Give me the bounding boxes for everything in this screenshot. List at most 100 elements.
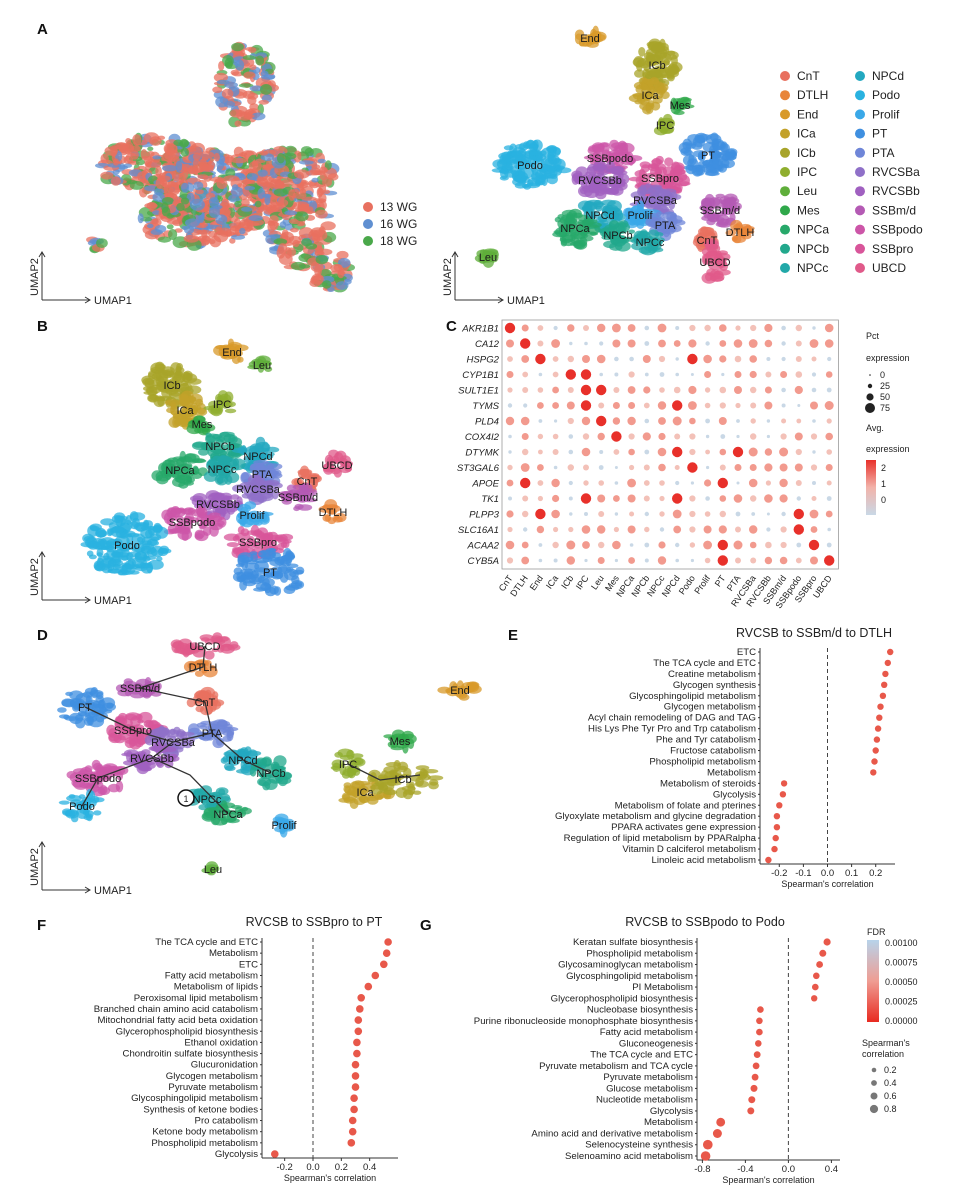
dotplot-dot bbox=[795, 340, 802, 347]
term-label: Fatty acid metabolism bbox=[600, 1027, 693, 1038]
dotplot-dot bbox=[764, 339, 773, 348]
cluster-label: PT bbox=[701, 150, 715, 162]
dotplot-dot bbox=[809, 509, 819, 519]
term-label: PI Metabolism bbox=[632, 982, 693, 993]
umap-cell bbox=[651, 159, 663, 165]
cluster-tick-label: ICb bbox=[559, 573, 575, 590]
umap-cell bbox=[97, 538, 107, 546]
dotplot-dot bbox=[748, 478, 758, 488]
umap-cell bbox=[294, 169, 310, 179]
cluster-label: PT bbox=[78, 702, 92, 714]
term-label: Nucleotide metabolism bbox=[596, 1095, 693, 1106]
term-label: Glucose metabolism bbox=[606, 1083, 693, 1094]
dotplot-dot bbox=[644, 449, 650, 455]
corr-dot bbox=[350, 1094, 358, 1102]
x-tick-label: 0.1 bbox=[845, 868, 858, 879]
dotplot-dot bbox=[612, 323, 621, 333]
cluster-label: RVCSBb bbox=[196, 499, 240, 511]
dotplot-dot bbox=[551, 478, 560, 488]
dotplot-dot bbox=[627, 324, 636, 332]
dotplot-dot bbox=[826, 542, 832, 548]
umap-cell bbox=[574, 33, 583, 45]
term-label: Purine ribonucleoside monophosphate bios… bbox=[474, 1016, 693, 1027]
legend-cluster-label: NPCb bbox=[797, 242, 829, 256]
term-label: Mitochondrial fatty acid beta oxidation bbox=[97, 1015, 258, 1026]
dotplot-dot bbox=[568, 449, 574, 455]
dotplot-dot bbox=[538, 372, 543, 377]
cluster-label: Prolif bbox=[627, 210, 653, 222]
panel-title: RVCSB to SSBpro to PT bbox=[246, 915, 383, 929]
legend-avg-title-2: expression bbox=[866, 444, 910, 454]
corr-dot bbox=[354, 1016, 363, 1024]
umap-cell bbox=[242, 168, 258, 174]
umap-cell bbox=[269, 149, 284, 155]
cluster-tick-label: IPC bbox=[574, 573, 591, 591]
corr-dot bbox=[771, 845, 778, 853]
corr-dot bbox=[870, 769, 877, 776]
umap-cell bbox=[202, 164, 215, 171]
dotplot-dot bbox=[705, 449, 710, 455]
cluster-label: UBCD bbox=[699, 257, 730, 269]
umap-cell bbox=[126, 552, 134, 562]
umap-cell bbox=[199, 634, 214, 641]
legend-cluster-label: NPCa bbox=[797, 223, 829, 237]
dotplot-dot bbox=[613, 526, 620, 533]
umap-cell bbox=[149, 136, 162, 146]
umap1-label: UMAP1 bbox=[94, 295, 132, 307]
umap-cell bbox=[180, 380, 189, 387]
corr-dot bbox=[348, 1116, 357, 1125]
umap-cell bbox=[261, 164, 276, 169]
umap-cell bbox=[651, 43, 660, 53]
umap-cell bbox=[597, 213, 608, 223]
umap-cell bbox=[580, 180, 588, 190]
umap-cell bbox=[682, 138, 692, 151]
dotplot-dot bbox=[657, 556, 667, 565]
umap-cell bbox=[295, 211, 309, 222]
dotplot-dot bbox=[538, 558, 543, 563]
umap-cell bbox=[715, 193, 725, 199]
umap-cell bbox=[213, 152, 220, 162]
term-label: Nucleobase biosynthesis bbox=[587, 1005, 693, 1016]
umap-cell bbox=[609, 242, 623, 251]
cluster-label: DTLH bbox=[726, 227, 755, 239]
cluster-label: Mes bbox=[670, 100, 691, 112]
dotplot-dot bbox=[644, 372, 649, 377]
dotplot-dot bbox=[765, 541, 772, 549]
dotplot-dot bbox=[552, 386, 559, 394]
umap-cell bbox=[146, 151, 155, 157]
cluster-label: NPCa bbox=[560, 223, 590, 235]
dotplot-dot bbox=[612, 402, 620, 409]
umap-cell bbox=[298, 160, 314, 165]
umap-cell bbox=[110, 526, 125, 534]
dotplot-dot bbox=[749, 355, 757, 363]
dotplot-dot bbox=[537, 340, 544, 347]
umap-cell bbox=[713, 145, 722, 151]
dotplot-dot bbox=[735, 511, 741, 517]
cluster-label: Mes bbox=[192, 419, 213, 431]
umap-cell bbox=[152, 155, 162, 160]
term-label: Chondroitin sulfate biosynthesis bbox=[123, 1049, 259, 1060]
umap-cell bbox=[518, 167, 535, 179]
legend-cluster-label: NPCd bbox=[872, 69, 904, 83]
corr-dot bbox=[773, 813, 781, 820]
cluster-label: NPCd bbox=[228, 755, 257, 767]
umap-cell bbox=[657, 199, 672, 207]
umap-cell bbox=[157, 236, 171, 243]
corr-dot bbox=[750, 1084, 758, 1092]
umap-cell bbox=[209, 492, 223, 499]
cluster-tick-label: ICa bbox=[544, 573, 560, 590]
dotplot-dot bbox=[824, 401, 834, 410]
dotplot-dot bbox=[628, 371, 635, 378]
umap-cell bbox=[709, 275, 724, 282]
umap-cell bbox=[158, 175, 171, 182]
dotplot-dot bbox=[736, 419, 740, 423]
cluster-label: SSBm/d bbox=[120, 683, 160, 695]
umap-cell bbox=[281, 152, 297, 160]
dotplot-dot bbox=[644, 526, 650, 533]
umap-cell bbox=[692, 150, 708, 158]
corr-dot bbox=[364, 982, 373, 991]
umap-cell bbox=[258, 150, 269, 156]
arrow-up-icon bbox=[38, 251, 46, 258]
umap-cell bbox=[123, 155, 134, 165]
